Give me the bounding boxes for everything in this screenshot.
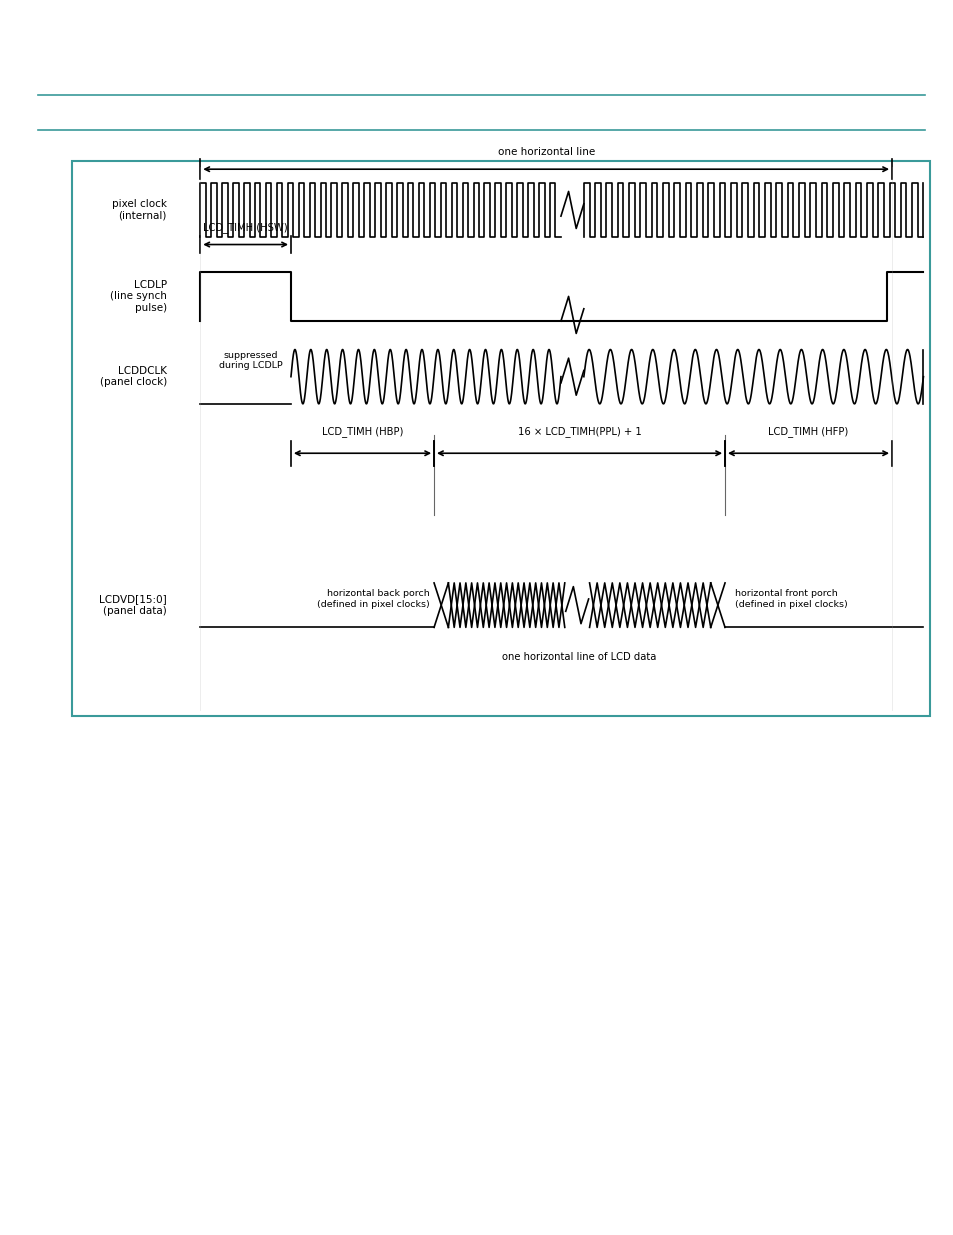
Text: one horizontal line: one horizontal line	[497, 147, 594, 157]
Text: pixel clock
(internal): pixel clock (internal)	[112, 199, 167, 221]
Text: horizontal front porch
(defined in pixel clocks): horizontal front porch (defined in pixel…	[734, 589, 846, 609]
Text: LCDVD[15:0]
(panel data): LCDVD[15:0] (panel data)	[99, 594, 167, 616]
Text: LCD_TIMH (HBP): LCD_TIMH (HBP)	[321, 426, 403, 437]
Text: LCD_TIMH (HFP): LCD_TIMH (HFP)	[767, 426, 848, 437]
Text: LCD_TIMH (HSW): LCD_TIMH (HSW)	[203, 222, 288, 233]
Text: 16 × LCD_TIMH(PPL) + 1: 16 × LCD_TIMH(PPL) + 1	[517, 426, 640, 437]
Text: one horizontal line of LCD data: one horizontal line of LCD data	[502, 652, 656, 662]
Text: LCDLP
(line synch
pulse): LCDLP (line synch pulse)	[110, 280, 167, 312]
Bar	[71, 161, 929, 716]
Text: horizontal back porch
(defined in pixel clocks): horizontal back porch (defined in pixel …	[316, 589, 429, 609]
Text: LCDDCLK
(panel clock): LCDDCLK (panel clock)	[100, 366, 167, 388]
Text: suppressed
during LCDLP: suppressed during LCDLP	[218, 351, 282, 370]
